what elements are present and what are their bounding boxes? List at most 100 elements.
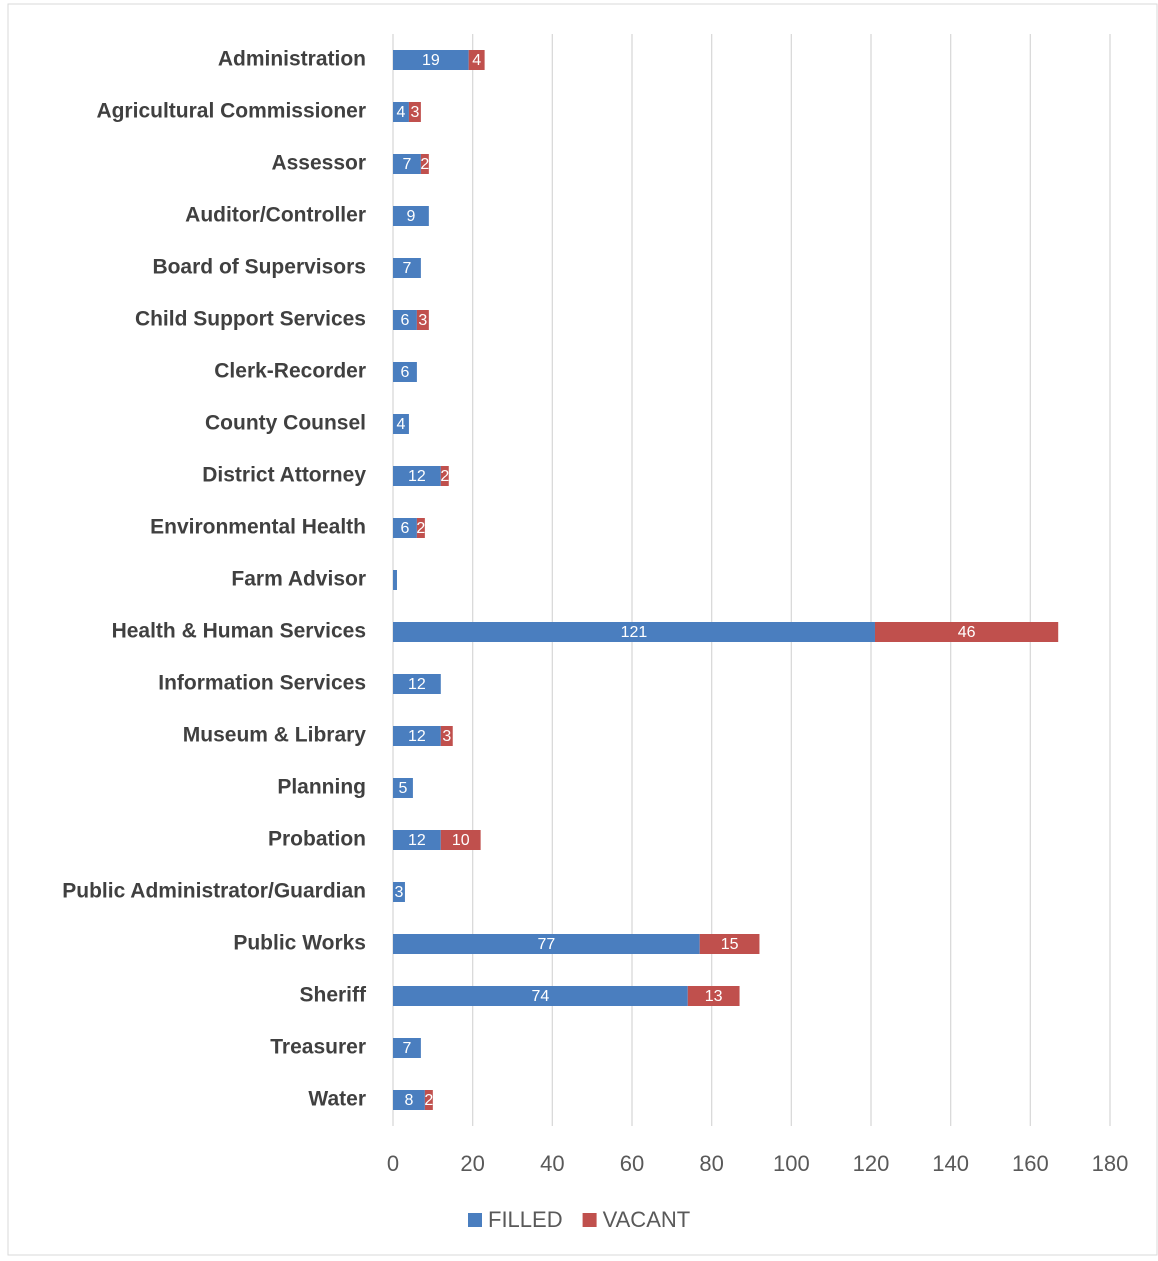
data-label: 6 (400, 364, 409, 381)
category-label: Museum & Library (183, 724, 367, 747)
bar-segment (440, 830, 481, 850)
data-label: 2 (416, 520, 425, 537)
bar-segment (393, 674, 441, 694)
data-label: 74 (531, 988, 549, 1005)
data-label: 9 (406, 208, 415, 225)
data-label: 77 (537, 936, 555, 953)
x-tick-label: 160 (1012, 1151, 1049, 1176)
data-label: 12 (408, 676, 426, 693)
category-label: Assessor (271, 152, 366, 175)
bar-segment (393, 726, 441, 746)
category-label: Probation (268, 828, 366, 851)
data-label: 12 (408, 728, 426, 745)
legend-swatch (582, 1213, 597, 1227)
category-label: Environmental Health (150, 516, 366, 539)
category-label: Health & Human Services (112, 620, 366, 643)
x-tick-label: 140 (932, 1151, 969, 1176)
data-label: 7 (402, 1040, 411, 1057)
bar-segment (424, 1090, 433, 1110)
x-tick-label: 80 (699, 1151, 723, 1176)
data-label: 13 (705, 988, 723, 1005)
data-label: 3 (442, 728, 451, 745)
bar-segment (393, 414, 409, 434)
bar-segment (874, 622, 1059, 642)
data-label: 10 (452, 832, 470, 849)
bar-segment (393, 102, 409, 122)
data-label: 15 (721, 936, 739, 953)
data-label: 5 (399, 780, 408, 797)
data-label: 3 (395, 884, 404, 901)
bar-segment (687, 986, 740, 1006)
bar-segment (393, 1038, 421, 1058)
bar-segment (393, 518, 417, 538)
category-label: Treasurer (270, 1036, 366, 1059)
bar-segment (393, 258, 421, 278)
bar-segment (699, 934, 760, 954)
bar-segment (393, 622, 875, 642)
category-label: Child Support Services (135, 308, 366, 331)
data-label: 2 (424, 1092, 433, 1109)
data-label: 4 (397, 416, 406, 433)
bar-segment (393, 50, 469, 70)
category-label: Public Administrator/Guardian (62, 880, 366, 903)
category-label: County Counsel (205, 412, 366, 435)
category-label: Farm Advisor (231, 568, 366, 591)
bar-segment (408, 102, 421, 122)
bar-segment (416, 518, 425, 538)
x-tick-label: 20 (460, 1151, 484, 1176)
bar-segment (393, 570, 397, 590)
category-label: Administration (218, 48, 366, 71)
data-label: 8 (404, 1092, 413, 1109)
data-label: 3 (418, 312, 427, 329)
category-label: Clerk-Recorder (214, 360, 366, 383)
bar-segment (393, 154, 421, 174)
x-tick-label: 60 (620, 1151, 644, 1176)
bar-segment (393, 362, 417, 382)
data-label: 6 (400, 312, 409, 329)
data-label: 3 (410, 104, 419, 121)
legend-swatch (468, 1213, 482, 1227)
x-tick-label: 180 (1092, 1151, 1129, 1176)
category-label: Public Works (233, 932, 366, 955)
data-label: 12 (408, 832, 426, 849)
bar-segment (416, 310, 429, 330)
bar-segment (393, 986, 688, 1006)
bar-segment (440, 726, 453, 746)
data-label: 6 (400, 520, 409, 537)
bar-segment (393, 1090, 425, 1110)
category-label: District Attorney (202, 464, 366, 487)
bar-segment (393, 466, 441, 486)
category-label: Board of Supervisors (152, 256, 366, 279)
bar-segment (393, 206, 429, 226)
data-label: 12 (408, 468, 426, 485)
data-label: 4 (397, 104, 406, 121)
bar-segment (393, 934, 700, 954)
bar-segment (420, 154, 429, 174)
category-label: Sheriff (299, 984, 367, 1007)
bar-segment (468, 50, 485, 70)
category-label: Agricultural Commissioner (96, 100, 366, 123)
x-tick-label: 100 (773, 1151, 810, 1176)
x-tick-label: 120 (853, 1151, 890, 1176)
data-label: 46 (958, 624, 976, 641)
bar-segment (440, 466, 449, 486)
bar-segment (393, 830, 441, 850)
data-label: 7 (402, 156, 411, 173)
bar-segment (393, 310, 417, 330)
data-label: 19 (422, 52, 440, 69)
legend-label: VACANT (603, 1207, 691, 1232)
data-label: 7 (402, 260, 411, 277)
data-label: 2 (440, 468, 449, 485)
data-label: 2 (420, 156, 429, 173)
bar-segment (393, 882, 405, 902)
x-tick-label: 40 (540, 1151, 564, 1176)
x-tick-label: 0 (387, 1151, 399, 1176)
category-label: Auditor/Controller (185, 204, 366, 227)
bar-segment (393, 778, 413, 798)
legend-label: FILLED (488, 1207, 563, 1232)
category-label: Information Services (158, 672, 366, 695)
category-label: Planning (277, 776, 366, 799)
category-label: Water (308, 1088, 366, 1111)
data-label: 4 (472, 52, 481, 69)
